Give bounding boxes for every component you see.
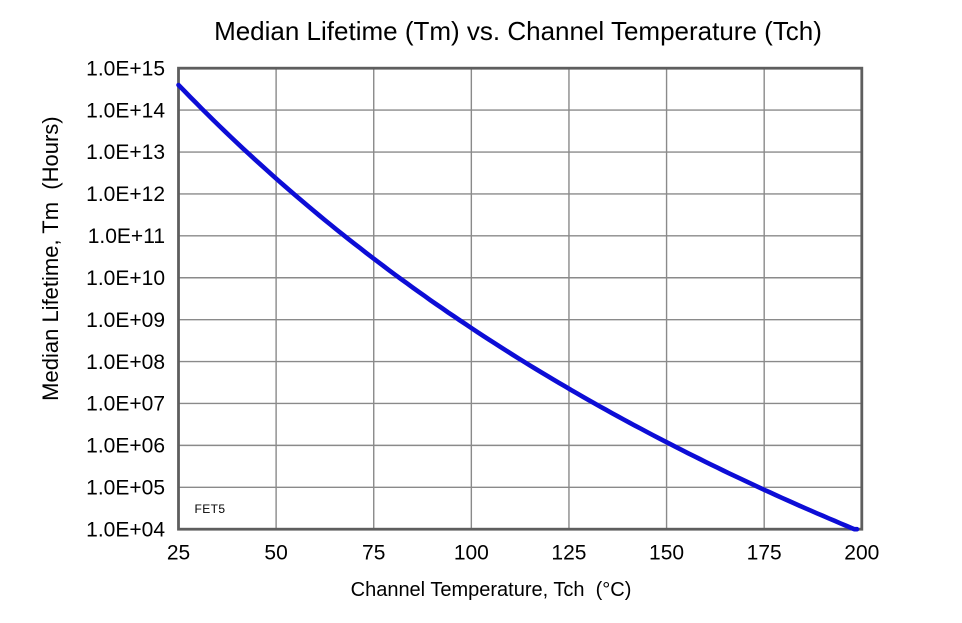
svg-text:Channel Temperature, Tch (°C): Channel Temperature, Tch (°C) <box>351 579 632 601</box>
svg-text:1.0E+15: 1.0E+15 <box>86 57 165 80</box>
svg-text:1.0E+05: 1.0E+05 <box>86 476 165 499</box>
svg-text:1.0E+13: 1.0E+13 <box>86 141 165 164</box>
svg-text:175: 175 <box>747 542 782 565</box>
svg-text:Median Lifetime (Tm) vs. Chann: Median Lifetime (Tm) vs. Channel Tempera… <box>214 16 822 46</box>
svg-text:100: 100 <box>454 542 489 565</box>
svg-text:25: 25 <box>167 542 190 565</box>
svg-text:75: 75 <box>362 542 385 565</box>
svg-text:1.0E+04: 1.0E+04 <box>86 518 165 541</box>
svg-text:1.0E+14: 1.0E+14 <box>86 99 165 122</box>
svg-text:150: 150 <box>649 542 684 565</box>
svg-text:200: 200 <box>844 542 879 565</box>
svg-text:1.0E+07: 1.0E+07 <box>86 393 165 416</box>
svg-text:1.0E+06: 1.0E+06 <box>86 435 165 458</box>
svg-text:1.0E+10: 1.0E+10 <box>86 267 165 290</box>
svg-text:125: 125 <box>551 542 586 565</box>
svg-text:Median Lifetime, Tm (Hours): Median Lifetime, Tm (Hours) <box>38 116 63 400</box>
svg-text:50: 50 <box>264 542 287 565</box>
svg-text:1.0E+09: 1.0E+09 <box>86 309 165 332</box>
svg-text:FET5: FET5 <box>195 502 226 516</box>
svg-text:1.0E+08: 1.0E+08 <box>86 351 165 374</box>
svg-text:1.0E+12: 1.0E+12 <box>86 183 165 206</box>
svg-text:1.0E+11: 1.0E+11 <box>88 225 165 248</box>
